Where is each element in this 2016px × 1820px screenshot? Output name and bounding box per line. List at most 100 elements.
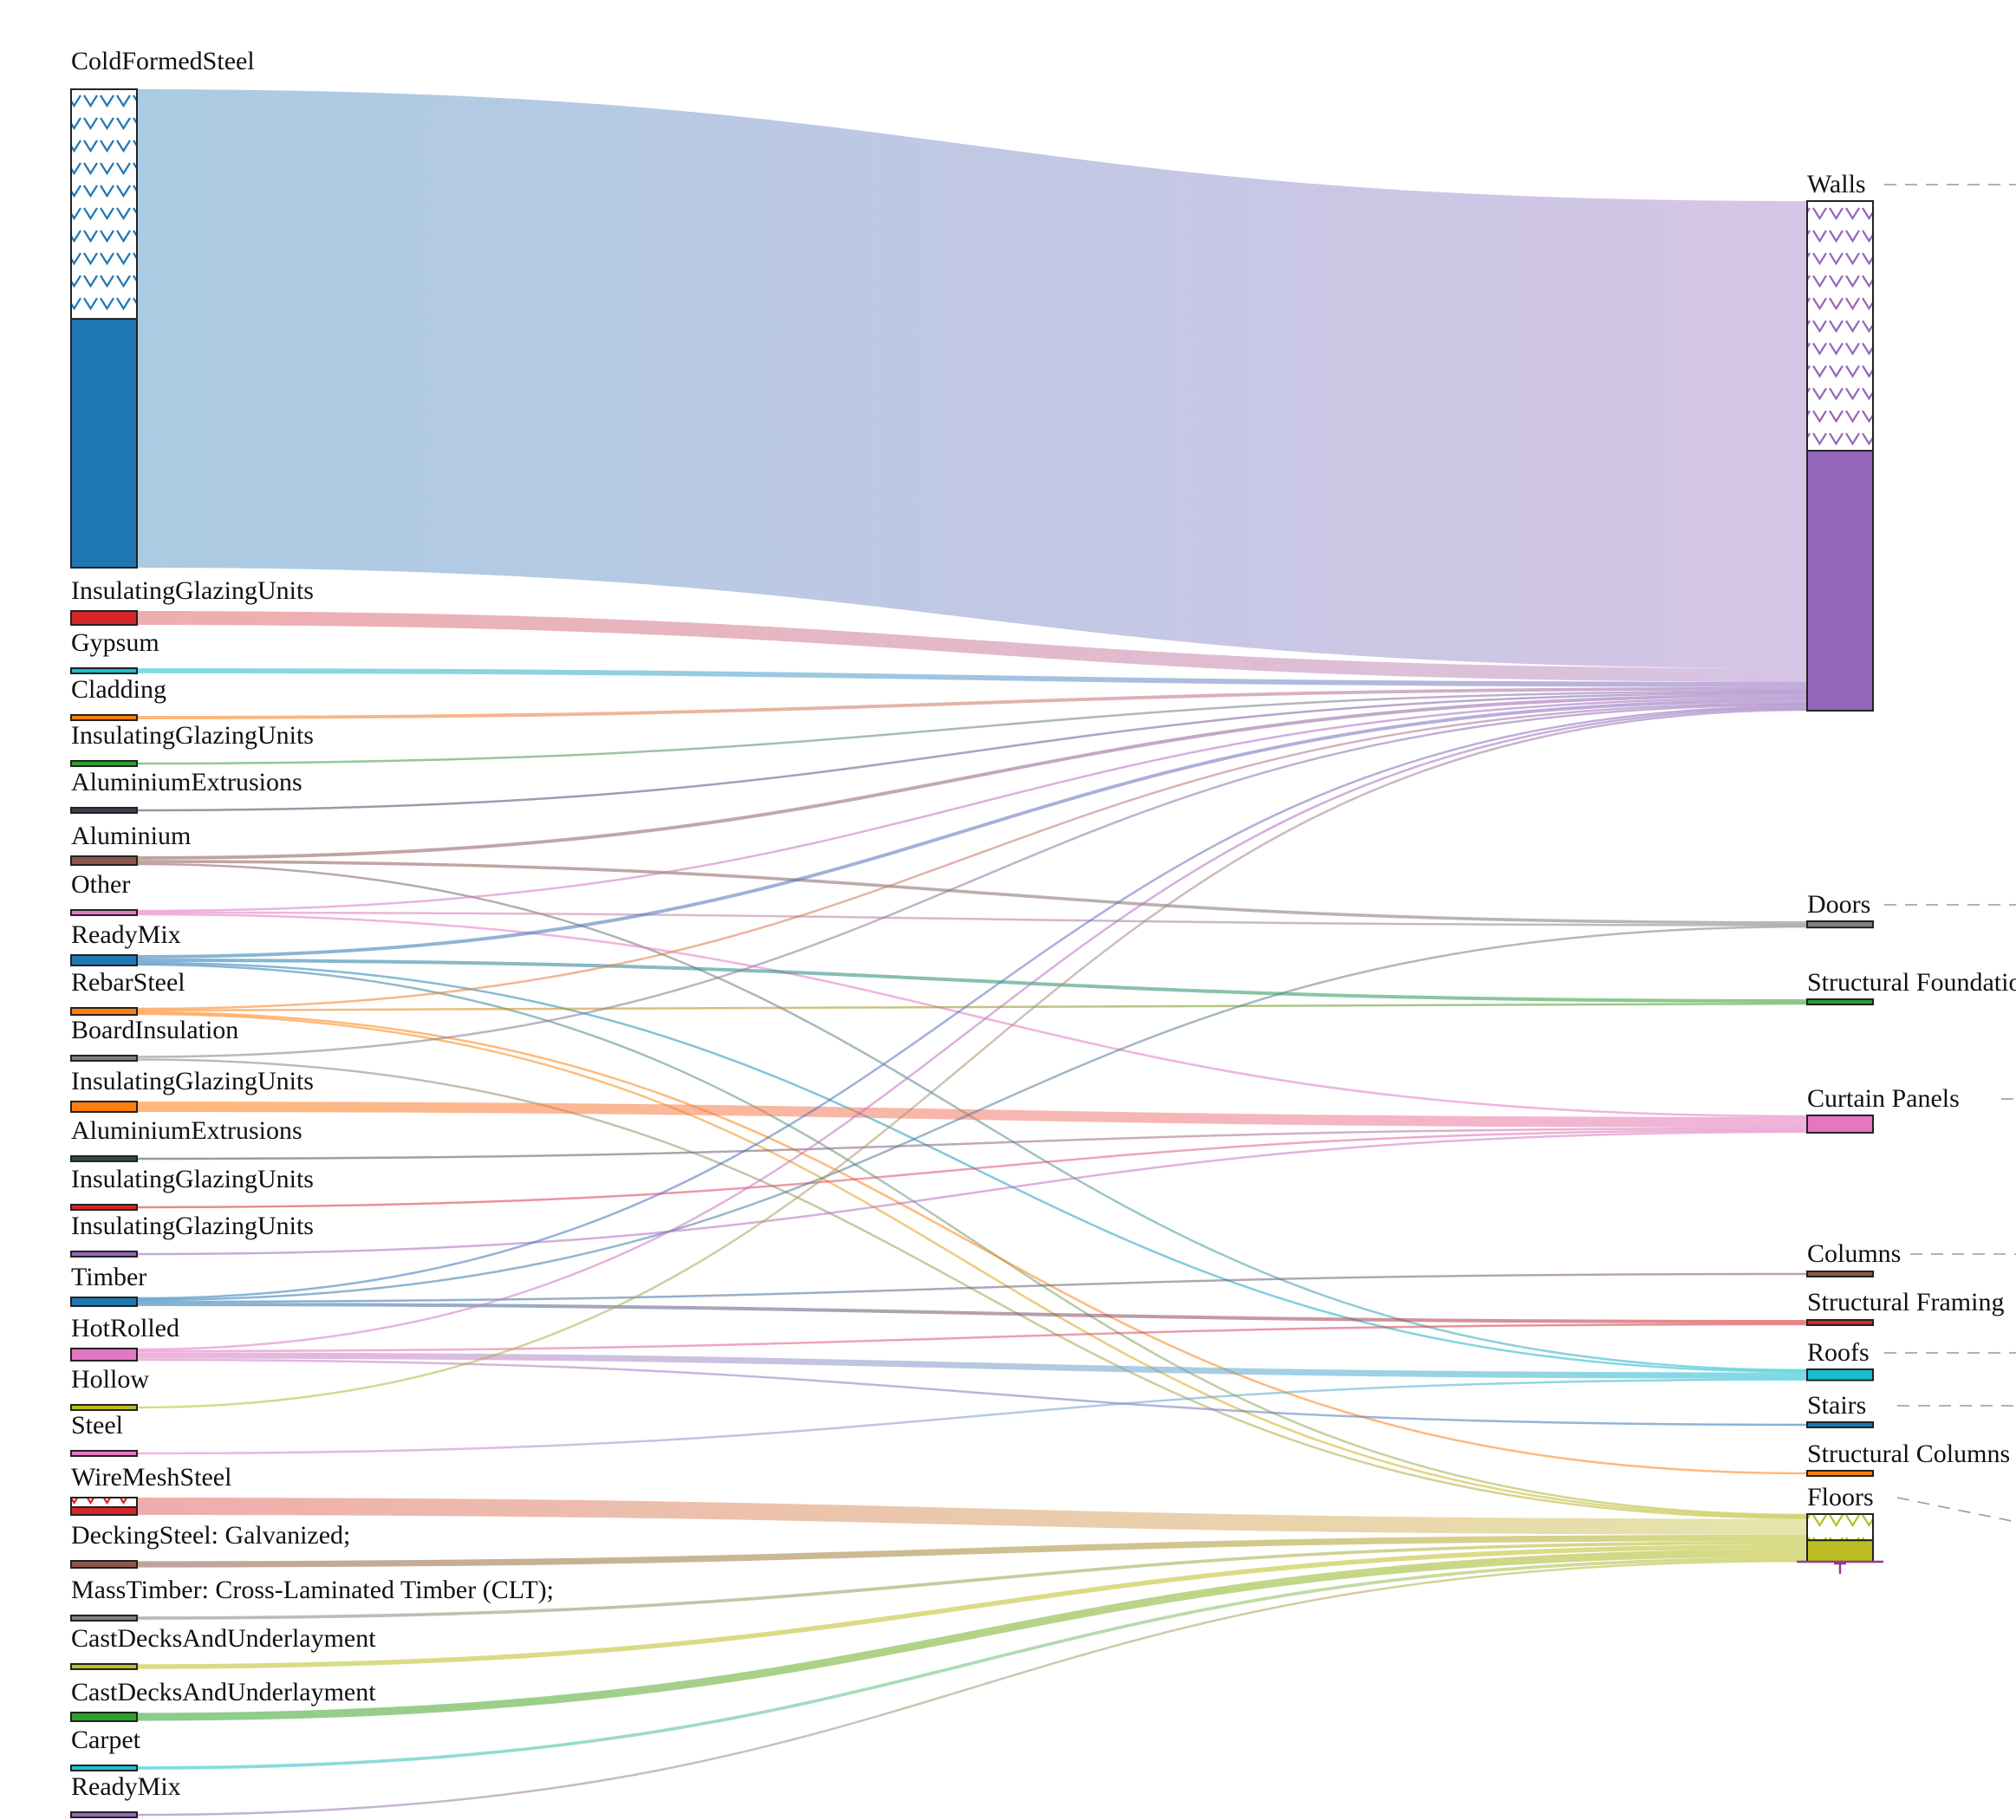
node-bar bbox=[70, 1712, 138, 1722]
node-bar bbox=[70, 1055, 138, 1062]
flow-rebarsteel-to-structural-foundations bbox=[136, 1002, 1808, 1012]
flow-hotrolled-to-roofs bbox=[136, 1352, 1808, 1379]
node-bar bbox=[1806, 1271, 1874, 1277]
target-node-roofs bbox=[1806, 1368, 1874, 1381]
target-node-stairs bbox=[1806, 1421, 1874, 1428]
source-node-castdecksandunderlayment bbox=[70, 1663, 138, 1670]
source-node-rebarsteel bbox=[70, 1007, 138, 1016]
source-node-insulatingglazingunits bbox=[70, 1204, 138, 1211]
source-node-other bbox=[70, 909, 138, 916]
node-bar bbox=[1806, 998, 1874, 1005]
target-label-structural-foundations: Structural Foundations bbox=[1807, 968, 2016, 997]
target-label-structural-framing: Structural Framing bbox=[1807, 1288, 2004, 1316]
node-bar bbox=[70, 610, 138, 626]
target-label-stairs: Stairs bbox=[1807, 1391, 1866, 1420]
source-label-other: Other bbox=[71, 870, 130, 899]
flow-coldformedsteel-to-walls bbox=[137, 89, 1807, 669]
target-node-walls bbox=[1806, 200, 1874, 712]
node-bar bbox=[70, 667, 138, 674]
source-node-readymix bbox=[70, 954, 138, 966]
node-bar bbox=[1806, 1115, 1874, 1134]
source-node-deckingsteel-galvanized bbox=[70, 1560, 138, 1569]
node-bar bbox=[70, 1765, 138, 1771]
flow-hotrolled-to-walls bbox=[136, 706, 1808, 1351]
source-label-readymix: ReadyMix bbox=[71, 920, 181, 949]
source-label-insulatingglazingunits: InsulatingGlazingUnits bbox=[71, 576, 314, 605]
node-bar bbox=[70, 714, 138, 721]
source-label-aluminium: Aluminium bbox=[71, 822, 191, 850]
flow-carpet-to-floors bbox=[136, 1557, 1808, 1770]
source-node-masstimber-cross-laminated-timber-clt bbox=[70, 1615, 138, 1622]
node-bar bbox=[70, 1663, 138, 1670]
sankey-nodes bbox=[70, 88, 1883, 1818]
source-node-steel bbox=[70, 1450, 138, 1457]
flow-timber-to-structural-framing bbox=[136, 1303, 1808, 1323]
sankey-labels: ColdFormedSteel InsulatingGlazingUnits Gyp… bbox=[71, 47, 2016, 1801]
node-bar bbox=[70, 1560, 138, 1569]
node-bar bbox=[70, 1404, 138, 1411]
node-bar bbox=[70, 1251, 138, 1258]
target-label-floors: Floors bbox=[1807, 1483, 1874, 1511]
target-label-roofs: Roofs bbox=[1807, 1338, 1870, 1367]
flow-aluminium-to-walls bbox=[136, 693, 1808, 860]
source-label-gypsum: Gypsum bbox=[71, 628, 159, 657]
flow-readymix-to-structural-foundations bbox=[136, 959, 1808, 1003]
node-bar bbox=[70, 1615, 138, 1622]
node-bar bbox=[70, 1450, 138, 1457]
node-bar bbox=[70, 1204, 138, 1211]
flow-insulatingglazingunits-to-walls bbox=[136, 690, 1808, 765]
flow-aluminium-to-doors bbox=[136, 860, 1808, 925]
node-bar bbox=[1806, 1470, 1874, 1477]
source-label-insulatingglazingunits: InsulatingGlazingUnits bbox=[71, 721, 314, 750]
flow-readymix-to-roofs bbox=[136, 961, 1808, 1373]
flow-deckingsteel-galvanized-to-floors bbox=[136, 1534, 1808, 1568]
node-bar bbox=[70, 760, 138, 767]
flow-rebarsteel-to-structural-columns bbox=[136, 1011, 1808, 1475]
source-node-insulatingglazingunits bbox=[70, 610, 138, 626]
solid-segment bbox=[1806, 1539, 1874, 1563]
source-node-readymix bbox=[70, 1811, 138, 1818]
flow-readymix-to-floors bbox=[136, 1559, 1808, 1817]
flow-masstimber-cross-laminated-timber-clt-to-floors bbox=[136, 1541, 1808, 1620]
hatched-segment bbox=[1806, 200, 1874, 452]
solid-segment bbox=[1806, 450, 1874, 712]
target-node-columns bbox=[1806, 1271, 1874, 1277]
node-bar bbox=[1806, 1421, 1874, 1428]
node-bar bbox=[70, 1101, 138, 1113]
node-bar bbox=[70, 1297, 138, 1307]
source-node-hollow bbox=[70, 1404, 138, 1411]
source-label-timber: Timber bbox=[71, 1263, 146, 1291]
flow-hotrolled-to-stairs bbox=[136, 1358, 1808, 1427]
flow-hollow-to-walls bbox=[136, 708, 1808, 1409]
target-node-structural-columns bbox=[1806, 1470, 1874, 1477]
flow-insulatingglazingunits-to-curtain-panels bbox=[136, 1130, 1808, 1256]
flow-hotrolled-to-structural-framing bbox=[136, 1323, 1808, 1353]
node-bar bbox=[1806, 1368, 1874, 1381]
solid-segment bbox=[70, 1506, 138, 1516]
source-node-coldformedsteel bbox=[70, 88, 138, 569]
flow-rebarsteel-to-floors bbox=[136, 1012, 1808, 1518]
source-node-insulatingglazingunits bbox=[70, 760, 138, 767]
flow-castdecksandunderlayment-to-floors bbox=[136, 1544, 1808, 1669]
source-label-coldformedsteel: ColdFormedSteel bbox=[71, 47, 255, 75]
source-label-aluminiumextrusions: AluminiumExtrusions bbox=[71, 1116, 302, 1145]
target-label-walls: Walls bbox=[1807, 170, 1866, 198]
leader-line-floors bbox=[1896, 1497, 2016, 1523]
flow-rebarsteel-to-walls bbox=[136, 701, 1808, 1011]
source-label-hollow: Hollow bbox=[71, 1365, 149, 1394]
source-label-insulatingglazingunits: InsulatingGlazingUnits bbox=[71, 1212, 314, 1240]
flow-timber-to-columns bbox=[136, 1272, 1808, 1303]
source-label-insulatingglazingunits: InsulatingGlazingUnits bbox=[71, 1067, 314, 1095]
flow-readymix-to-floors bbox=[136, 963, 1808, 1517]
target-label-columns: Columns bbox=[1807, 1239, 1901, 1268]
source-node-hotrolled bbox=[70, 1348, 138, 1362]
source-label-wiremeshsteel: WireMeshSteel bbox=[71, 1463, 231, 1492]
source-node-carpet bbox=[70, 1765, 138, 1771]
flow-aluminiumextrusions-to-curtain-panels bbox=[136, 1127, 1808, 1160]
source-node-cladding bbox=[70, 714, 138, 721]
flow-other-to-doors bbox=[136, 911, 1808, 926]
target-node-structural-framing bbox=[1806, 1319, 1874, 1326]
target-label-structural-columns: Structural Columns bbox=[1807, 1440, 2010, 1468]
source-label-masstimber-cross-laminated-timber-clt: MassTimber: Cross-Laminated Timber (CLT)… bbox=[71, 1576, 554, 1604]
